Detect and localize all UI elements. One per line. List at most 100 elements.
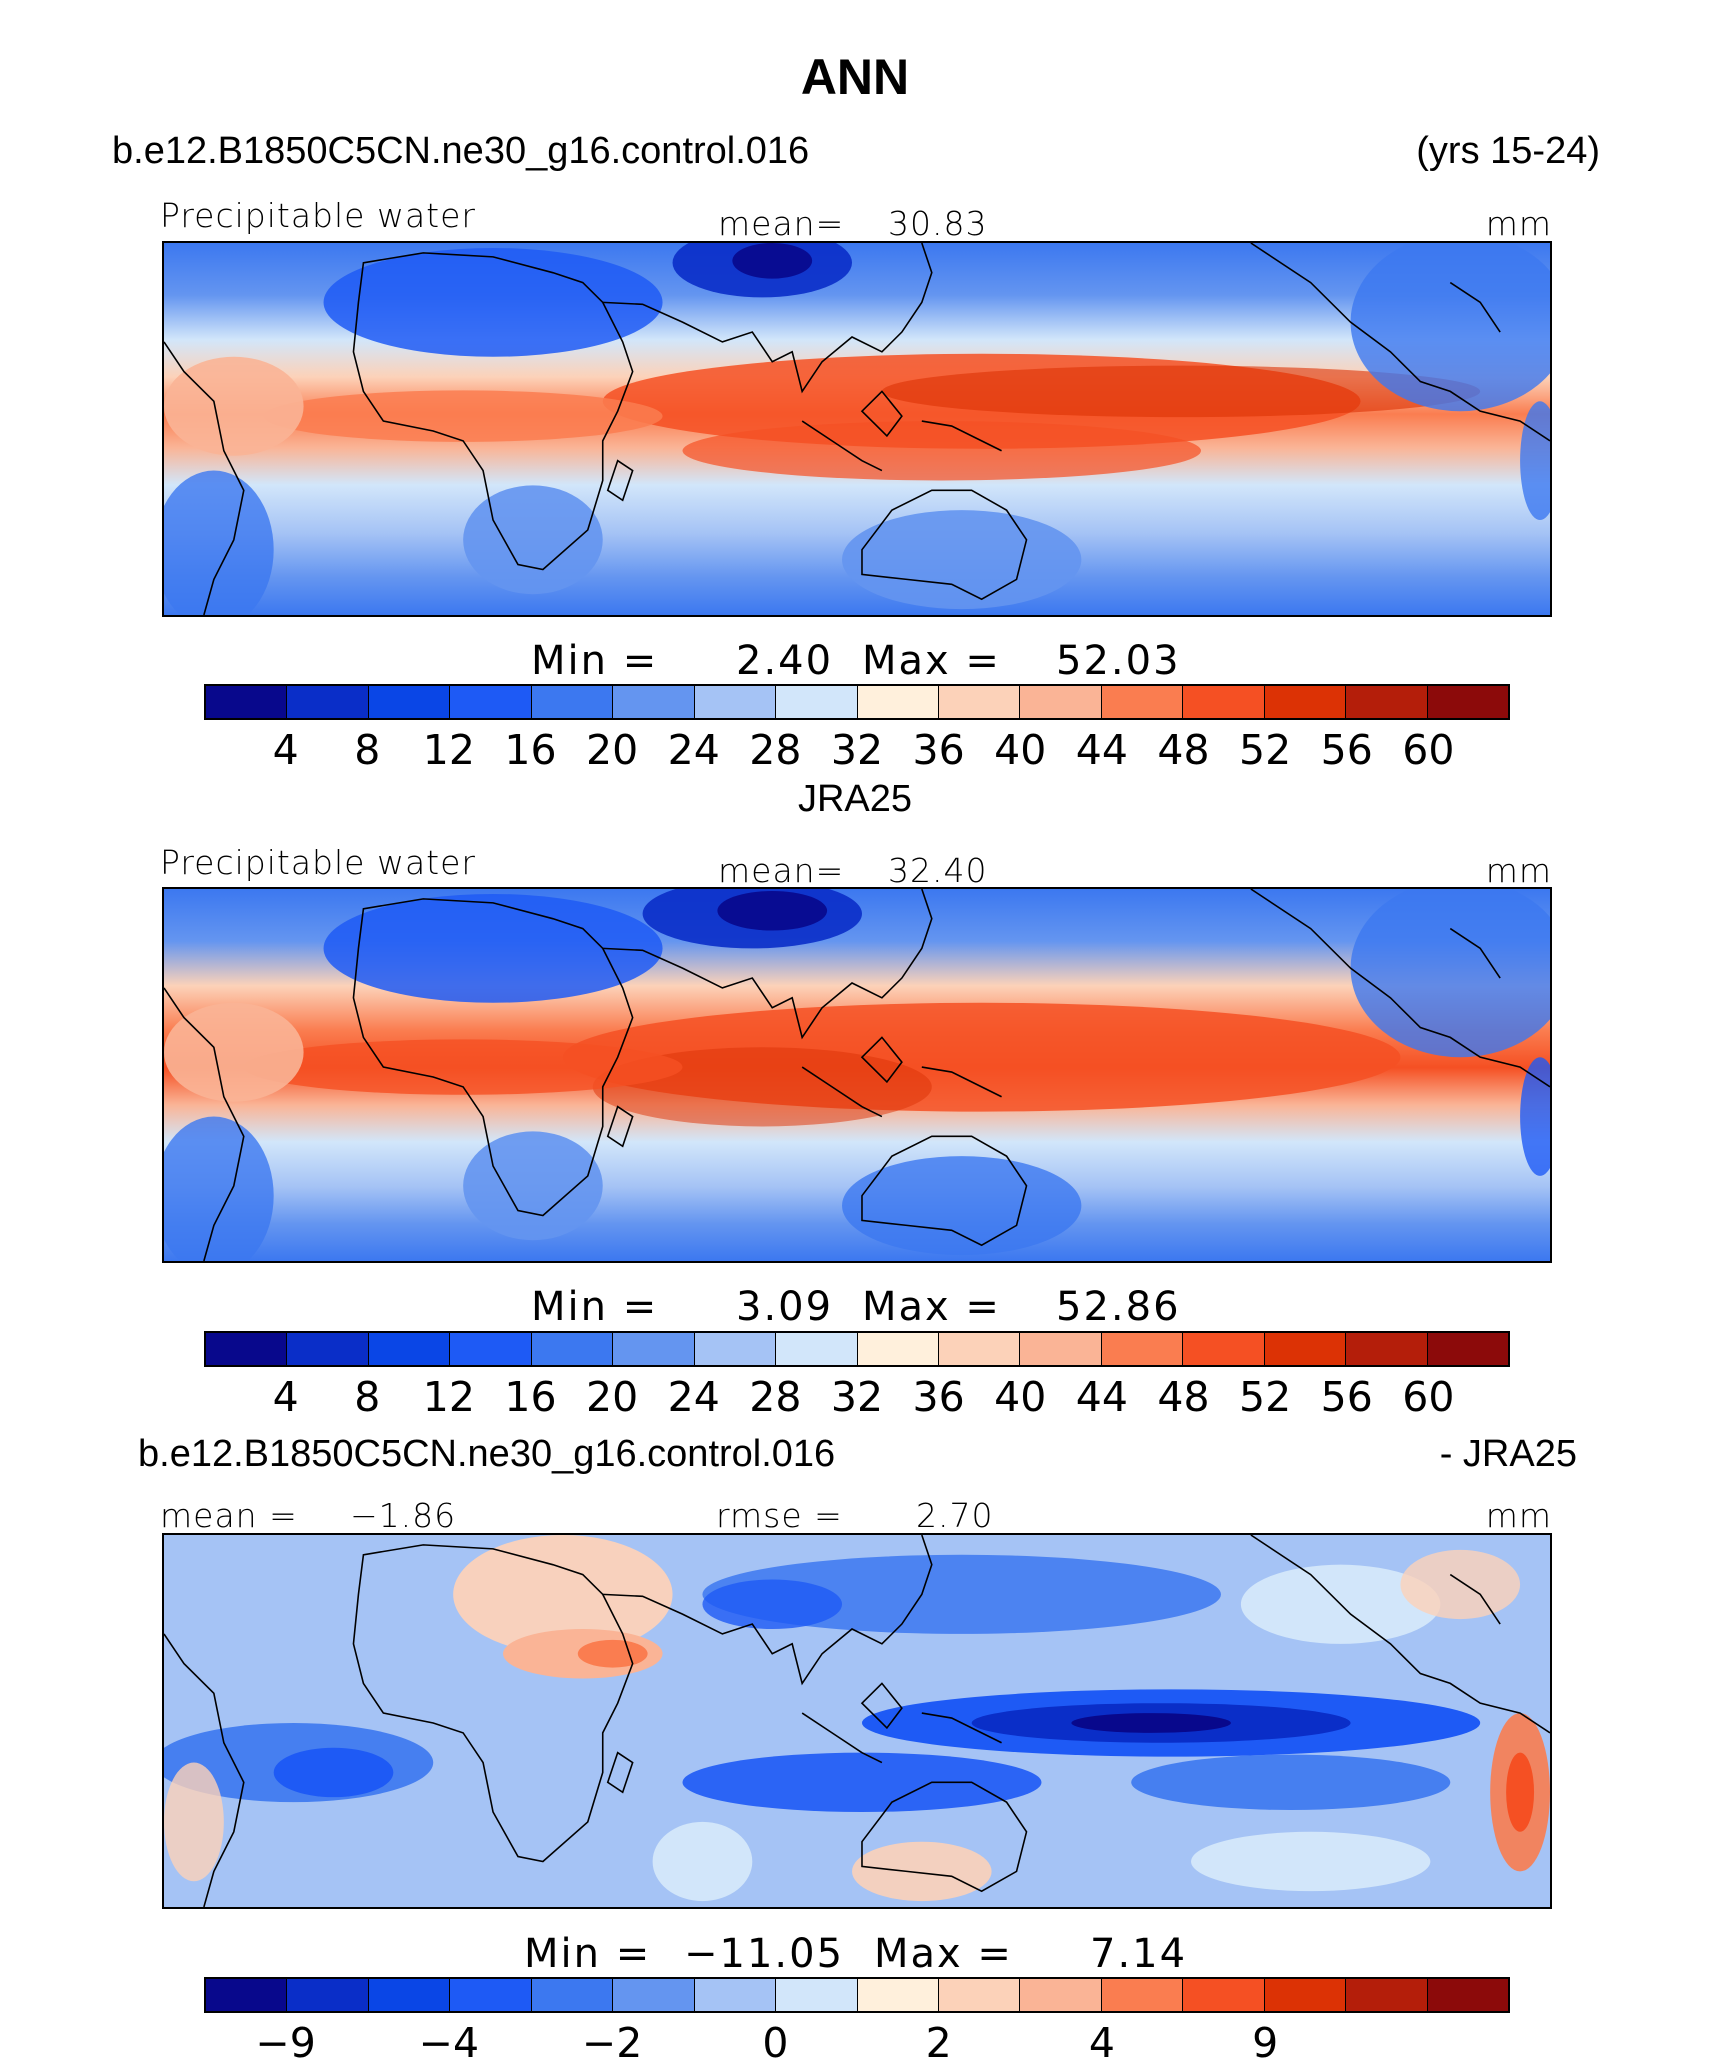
- colorbar-tick-label: 44: [1075, 726, 1128, 774]
- colorbar-tick-label: 12: [422, 726, 475, 774]
- colorbar-tick-label: −2: [581, 2019, 643, 2067]
- panel2-max-label: Max =: [862, 1284, 1001, 1330]
- colorbar-tick-label: 8: [354, 726, 381, 774]
- panel2-min-label: Min =: [531, 1284, 659, 1330]
- colorbar-tick-label: 40: [994, 1373, 1047, 1421]
- colorbar-tick-label: 48: [1157, 726, 1210, 774]
- colorbar-swatch: [613, 686, 695, 718]
- colorbar-swatch: [206, 686, 288, 718]
- colorbar-tick-label: 36: [912, 726, 965, 774]
- colorbar-swatch: [776, 1979, 858, 2011]
- panel1-mean-value: 30.83: [888, 204, 988, 243]
- panel3-rmse-label: rmse =: [716, 1496, 843, 1535]
- colorbar-tick-label: 28: [749, 726, 802, 774]
- colorbar-tick-label: 20: [586, 726, 639, 774]
- colorbar-swatch: [694, 1333, 777, 1365]
- panel3-rmse-value: 2.70: [916, 1496, 994, 1535]
- colorbar-swatch: [938, 686, 1021, 718]
- panel1-min-label: Min =: [531, 638, 659, 684]
- panel1-variable: Precipitable water: [160, 196, 476, 235]
- colorbar-tick-label: 16: [504, 726, 557, 774]
- panel3-max-label: Max =: [874, 1931, 1013, 1977]
- colorbar-tick-label: 44: [1075, 1373, 1128, 1421]
- colorbar-swatch: [857, 1333, 939, 1365]
- colorbar-swatch: [368, 1333, 451, 1365]
- colorbar-swatch: [1346, 1333, 1428, 1365]
- colorbar-swatch: [1264, 686, 1347, 718]
- panel1-units: mm: [1485, 204, 1552, 243]
- colorbar-swatch: [368, 686, 451, 718]
- colorbar-swatch: [613, 1979, 695, 2011]
- colorbar-swatch: [613, 1333, 695, 1365]
- panel2-case-name: JRA25: [797, 778, 913, 820]
- colorbar-tick-label: 56: [1320, 1373, 1373, 1421]
- colorbar-tick-label: 4: [272, 1373, 299, 1421]
- colorbar-tick-label: 2: [925, 2019, 952, 2067]
- colorbar-swatch: [1346, 686, 1428, 718]
- colorbar-swatch: [938, 1979, 1021, 2011]
- colorbar-swatch: [776, 1333, 858, 1365]
- colorbar-tick-label: 52: [1239, 1373, 1292, 1421]
- panel3-map: [162, 1533, 1552, 1909]
- colorbar-tick-label: 40: [994, 726, 1047, 774]
- colorbar-swatch: [1183, 686, 1265, 718]
- colorbar-tick-label: 8: [354, 1373, 381, 1421]
- colorbar-tick-label: 28: [749, 1373, 802, 1421]
- colorbar-swatch: [450, 686, 532, 718]
- colorbar-tick-label: 56: [1320, 726, 1373, 774]
- colorbar-swatch: [1183, 1333, 1265, 1365]
- colorbar-swatch: [1427, 1333, 1508, 1365]
- colorbar-swatch: [1264, 1979, 1347, 2011]
- colorbar-swatch: [694, 1979, 777, 2011]
- panel2-colorbar: [204, 1331, 1510, 1367]
- colorbar-tick-label: 9: [1252, 2019, 1279, 2067]
- panel3-mean-label: mean =: [160, 1496, 298, 1535]
- panel1-max-value: 52.03: [1056, 638, 1181, 684]
- colorbar-tick-label: 60: [1402, 1373, 1455, 1421]
- colorbar-swatch: [206, 1979, 288, 2011]
- panel1-years: (yrs 15-24): [1416, 130, 1600, 172]
- colorbar-swatch: [1101, 686, 1184, 718]
- panel3-colorbar: [204, 1977, 1510, 2013]
- colorbar-swatch: [1264, 1333, 1347, 1365]
- colorbar-swatch: [287, 686, 369, 718]
- colorbar-swatch: [287, 1979, 369, 2011]
- colorbar-swatch: [1020, 686, 1102, 718]
- colorbar-swatch: [1183, 1979, 1265, 2011]
- colorbar-tick-label: 60: [1402, 726, 1455, 774]
- colorbar-tick-label: 24: [667, 726, 720, 774]
- panel3-min-label: Min =: [524, 1931, 652, 1977]
- colorbar-tick-label: 32: [830, 726, 884, 774]
- colorbar-swatch: [1020, 1333, 1102, 1365]
- colorbar-swatch: [368, 1979, 451, 2011]
- colorbar-tick-label: −4: [418, 2019, 480, 2067]
- panel2-mean-label: mean=: [718, 851, 845, 890]
- colorbar-swatch: [1101, 1333, 1184, 1365]
- colorbar-tick-label: 12: [422, 1373, 475, 1421]
- colorbar-swatch: [938, 1333, 1021, 1365]
- panel2-map: [162, 887, 1552, 1263]
- colorbar-swatch: [1427, 1979, 1508, 2011]
- panel2-max-value: 52.86: [1056, 1284, 1181, 1330]
- panel1-map: [162, 241, 1552, 617]
- panel1-case-name: b.e12.B1850C5CN.ne30_g16.control.016: [112, 130, 810, 172]
- colorbar-swatch: [287, 1333, 369, 1365]
- colorbar-tick-label: 16: [504, 1373, 557, 1421]
- colorbar-swatch: [1427, 686, 1508, 718]
- colorbar-swatch: [1101, 1979, 1184, 2011]
- colorbar-swatch: [857, 686, 939, 718]
- figure-title: ANN: [800, 49, 910, 105]
- panel1-max-label: Max =: [862, 638, 1001, 684]
- colorbar-tick-label: 20: [586, 1373, 639, 1421]
- colorbar-tick-label: 4: [272, 726, 299, 774]
- colorbar-tick-label: 48: [1157, 1373, 1210, 1421]
- colorbar-swatch: [1020, 1979, 1102, 2011]
- colorbar-swatch: [450, 1979, 532, 2011]
- colorbar-tick-label: −9: [255, 2019, 316, 2067]
- panel2-variable: Precipitable water: [160, 843, 476, 882]
- colorbar-swatch: [531, 686, 614, 718]
- colorbar-tick-label: 52: [1239, 726, 1292, 774]
- colorbar-swatch: [206, 1333, 288, 1365]
- colorbar-swatch: [1346, 1979, 1428, 2011]
- panel1-mean-label: mean=: [718, 204, 845, 243]
